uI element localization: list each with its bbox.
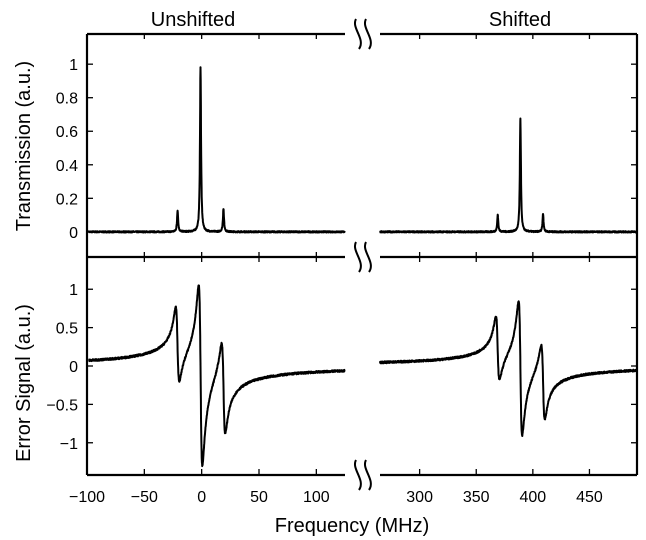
- series-line-panel1-seg1: [379, 300, 638, 437]
- series-line-panel1-seg0: [87, 284, 346, 468]
- axis-break-0: [353, 18, 372, 50]
- series-line-panel0-seg1: [379, 117, 638, 234]
- axis-break-stroke-1: [363, 18, 372, 50]
- title-shifted: Shifted: [489, 9, 551, 31]
- ytick-label: −0.5: [46, 397, 78, 414]
- ytick-label: 0.5: [56, 321, 78, 338]
- axis-break-stroke-1: [363, 241, 372, 273]
- axis-break-stroke-0: [353, 18, 362, 50]
- series-line-panel0-seg0: [87, 66, 346, 234]
- ytick-label: 1: [69, 57, 78, 74]
- axis-breaks: [353, 18, 372, 491]
- xtick-label: 400: [519, 489, 546, 506]
- ytick-label: 0: [69, 359, 78, 376]
- axis-break-2: [353, 459, 372, 491]
- ylabel-transmission: Transmission (a.u.): [13, 61, 35, 231]
- xtick-label: −50: [131, 489, 158, 506]
- ytick-label: 0.2: [56, 191, 78, 208]
- ticks: 0 0.2 0.4 0.6 0.8 1 −1 −0.5 0 0.5 1 −100 −50 0 50 100 30…: [46, 34, 637, 506]
- xtick-label: 300: [406, 489, 433, 506]
- ytick-label: 0.8: [56, 91, 78, 108]
- axis-break-stroke-0: [353, 241, 362, 273]
- data-series: [87, 66, 638, 468]
- axis-break-stroke-0: [353, 459, 362, 491]
- ytick-label: 0: [69, 225, 78, 242]
- axes-frames: [85, 32, 639, 477]
- xtick-label: 50: [250, 489, 268, 506]
- axis-break-1: [353, 241, 372, 273]
- xtick-label: 350: [463, 489, 490, 506]
- title-unshifted: Unshifted: [151, 9, 236, 31]
- ytick-label: −1: [60, 436, 78, 453]
- axis-break-stroke-1: [363, 459, 372, 491]
- xtick-label: 450: [576, 489, 603, 506]
- ylabel-error-signal: Error Signal (a.u.): [13, 304, 35, 462]
- ytick-label: 0.6: [56, 124, 78, 141]
- xtick-label: 0: [197, 489, 206, 506]
- xlabel: Frequency (MHz): [275, 515, 429, 537]
- xtick-label: −100: [69, 489, 105, 506]
- xtick-label: 100: [303, 489, 330, 506]
- ytick-label: 0.4: [56, 158, 78, 175]
- ytick-label: 1: [69, 282, 78, 299]
